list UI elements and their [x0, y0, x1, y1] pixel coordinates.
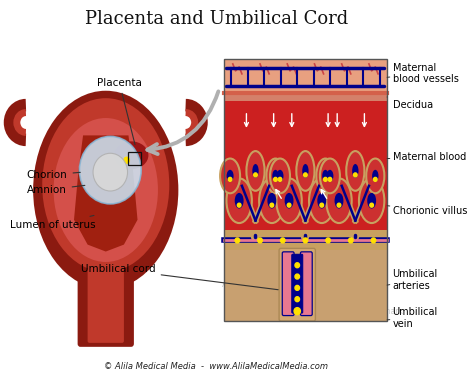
Ellipse shape: [327, 170, 333, 182]
Ellipse shape: [367, 193, 376, 208]
Text: Decidua: Decidua: [387, 97, 433, 110]
Text: Maternal
blood vessels: Maternal blood vessels: [387, 63, 458, 84]
FancyBboxPatch shape: [279, 248, 315, 321]
Ellipse shape: [352, 164, 358, 178]
Circle shape: [320, 203, 324, 207]
Ellipse shape: [80, 136, 141, 204]
Ellipse shape: [266, 158, 284, 193]
Circle shape: [371, 238, 376, 243]
Ellipse shape: [326, 179, 352, 223]
Circle shape: [254, 173, 257, 177]
Circle shape: [348, 238, 353, 243]
Text: Lumen of uterus: Lumen of uterus: [10, 215, 96, 230]
Ellipse shape: [252, 164, 259, 178]
Circle shape: [337, 203, 341, 207]
Circle shape: [228, 177, 232, 182]
Circle shape: [295, 274, 300, 279]
Ellipse shape: [317, 193, 326, 208]
Circle shape: [374, 177, 377, 182]
Text: © Alila Medical Media  -  www.AlilaMedicalMedia.com: © Alila Medical Media - www.AlilaMedical…: [104, 362, 328, 371]
Text: Use of videos with watermark is lic...: Use of videos with watermark is lic...: [246, 295, 387, 304]
Ellipse shape: [276, 170, 283, 182]
Text: Umbilical
vein: Umbilical vein: [387, 307, 438, 329]
Circle shape: [294, 308, 301, 315]
Circle shape: [328, 177, 332, 182]
Ellipse shape: [335, 193, 344, 208]
Text: Amnion: Amnion: [27, 185, 85, 195]
Circle shape: [326, 238, 330, 243]
Circle shape: [287, 203, 291, 207]
FancyBboxPatch shape: [301, 252, 312, 316]
Ellipse shape: [320, 158, 340, 193]
Ellipse shape: [246, 151, 264, 191]
Text: Umbilical
arteries: Umbilical arteries: [387, 269, 438, 291]
Bar: [224, 93, 387, 243]
Ellipse shape: [235, 193, 244, 208]
Text: Placenta: Placenta: [97, 78, 142, 145]
Circle shape: [304, 173, 307, 177]
Bar: [224, 243, 387, 321]
Circle shape: [273, 177, 277, 182]
Ellipse shape: [272, 170, 279, 182]
Ellipse shape: [366, 158, 384, 193]
Circle shape: [324, 177, 327, 182]
Circle shape: [235, 238, 240, 243]
FancyBboxPatch shape: [88, 268, 124, 343]
Ellipse shape: [267, 193, 276, 208]
Circle shape: [295, 297, 300, 302]
Ellipse shape: [227, 170, 234, 182]
Ellipse shape: [276, 179, 302, 223]
Ellipse shape: [33, 91, 178, 289]
Text: Umbilical cord: Umbilical cord: [81, 265, 278, 290]
Circle shape: [281, 238, 285, 243]
FancyBboxPatch shape: [78, 262, 134, 347]
Ellipse shape: [309, 179, 335, 223]
Text: AlilaMedicalMedia.com: AlilaMedicalMedia.com: [222, 280, 326, 289]
Ellipse shape: [322, 170, 328, 182]
Bar: [128, 152, 141, 165]
FancyBboxPatch shape: [283, 252, 294, 316]
Ellipse shape: [93, 153, 128, 191]
Circle shape: [303, 238, 308, 243]
Polygon shape: [74, 135, 137, 252]
Text: purchase a license to remove watermark: purchase a license to remove watermark: [246, 307, 403, 316]
Circle shape: [124, 157, 129, 163]
Ellipse shape: [54, 118, 158, 262]
Circle shape: [354, 173, 357, 177]
Text: Placenta and Umbilical Cord: Placenta and Umbilical Cord: [85, 10, 348, 28]
Ellipse shape: [302, 164, 309, 178]
Ellipse shape: [42, 98, 169, 272]
Bar: [224, 59, 387, 93]
Ellipse shape: [284, 193, 293, 208]
FancyBboxPatch shape: [292, 254, 303, 313]
Ellipse shape: [270, 158, 290, 193]
Ellipse shape: [220, 158, 240, 193]
Ellipse shape: [316, 158, 335, 193]
Ellipse shape: [296, 151, 314, 191]
Circle shape: [270, 203, 273, 207]
Text: Maternal blood: Maternal blood: [387, 152, 466, 162]
Circle shape: [278, 177, 282, 182]
Circle shape: [237, 203, 241, 207]
Bar: [224, 93, 387, 101]
Circle shape: [295, 263, 300, 268]
Ellipse shape: [359, 179, 384, 223]
Bar: [224, 59, 387, 321]
Ellipse shape: [114, 141, 148, 169]
Text: Chorionic villus: Chorionic villus: [387, 206, 467, 216]
Ellipse shape: [346, 151, 365, 191]
Circle shape: [295, 285, 300, 290]
Ellipse shape: [372, 170, 378, 182]
Circle shape: [258, 238, 262, 243]
Circle shape: [370, 203, 374, 207]
Ellipse shape: [259, 179, 284, 223]
Ellipse shape: [227, 179, 252, 223]
Text: Chorion: Chorion: [27, 170, 80, 180]
Bar: [224, 230, 387, 251]
